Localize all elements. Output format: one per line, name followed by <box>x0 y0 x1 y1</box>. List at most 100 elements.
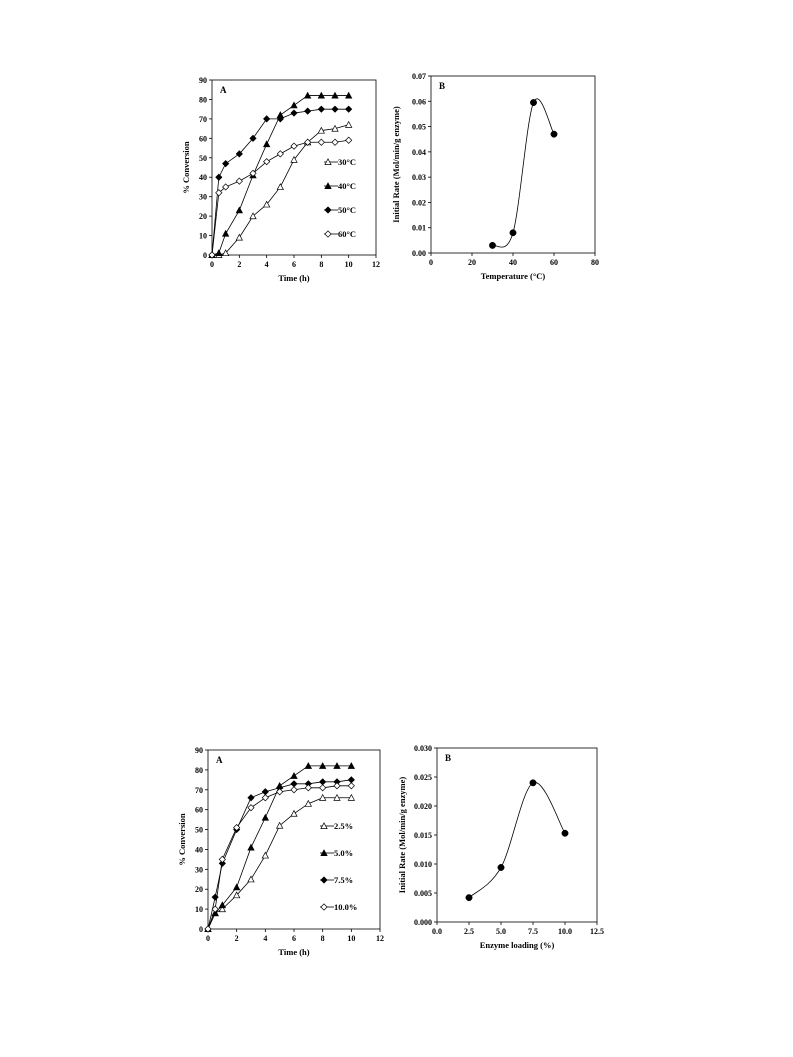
y-tick-label: 30 <box>195 865 203 874</box>
data-point <box>333 782 341 790</box>
data-point <box>497 864 505 871</box>
y-tick-label: 0.015 <box>414 831 432 840</box>
series-s0 <box>465 779 569 902</box>
data-point <box>204 925 212 933</box>
series-40°C <box>208 91 353 258</box>
series-curve <box>492 98 555 248</box>
data-point <box>247 794 255 802</box>
data-point <box>211 905 219 913</box>
data-point <box>331 91 339 99</box>
series-line <box>211 95 349 256</box>
y-tick-label: 20 <box>195 885 203 894</box>
data-point <box>303 91 312 99</box>
data-point <box>290 109 298 117</box>
legend-label: 7.5% <box>334 875 353 885</box>
legend-entry: 60°C <box>324 229 356 239</box>
data-point <box>317 91 326 99</box>
x-tick-label: 4 <box>265 260 269 269</box>
data-point <box>290 142 298 150</box>
y-tick-label: 60 <box>195 806 203 815</box>
y-tick-label: 0.05 <box>412 123 426 132</box>
plot-frame <box>430 75 596 254</box>
x-tick-label: 0 <box>210 260 214 269</box>
data-point <box>262 200 271 208</box>
series-7.5% <box>204 776 355 933</box>
legend-label: 60°C <box>338 229 356 239</box>
y-tick-label: 60 <box>199 134 207 143</box>
chart-fig1B: 0 20 40 60 80 0.00 0.01 0.02 0.03 0.04 0.05 0.06 0.0… <box>391 72 599 281</box>
x-tick-label: 6 <box>292 934 296 943</box>
y-tick-label: 70 <box>199 115 207 124</box>
data-point <box>221 229 230 237</box>
data-point <box>344 91 353 99</box>
y-tick-label: 0 <box>199 925 203 934</box>
data-point <box>249 212 257 220</box>
legend-label: 50°C <box>338 205 356 215</box>
data-point <box>247 875 255 883</box>
x-tick-label: 40 <box>509 258 517 267</box>
legend-label: 2.5% <box>334 821 353 831</box>
data-point <box>261 794 269 802</box>
y-axis-label: % Conversion <box>181 141 191 193</box>
x-tick-label: 2.5 <box>464 927 474 936</box>
series-curve <box>468 782 566 898</box>
data-point <box>319 784 327 792</box>
data-point <box>304 799 313 807</box>
data-point <box>247 843 255 851</box>
y-tick-label: 0.01 <box>412 224 426 233</box>
panel-label: A <box>216 755 223 765</box>
x-tick-label: 7.5 <box>528 927 538 936</box>
plot-frame <box>436 747 598 923</box>
x-axis-label: Time (h) <box>278 273 309 283</box>
data-point <box>222 160 230 168</box>
x-tick-label: 0 <box>206 934 210 943</box>
data-point <box>276 150 284 158</box>
y-tick-label: 50 <box>199 154 207 163</box>
series-30°C <box>208 120 353 258</box>
data-point <box>235 233 244 241</box>
data-point <box>290 101 298 109</box>
x-tick-label: 2 <box>235 934 239 943</box>
y-tick-label: 0.07 <box>412 72 426 81</box>
data-point <box>317 126 326 134</box>
x-tick-label: 8 <box>319 260 323 269</box>
data-point <box>215 249 223 257</box>
y-tick-label: 40 <box>195 845 203 854</box>
y-tick-label: 80 <box>195 766 203 775</box>
legend-entry: 30°C <box>324 157 356 167</box>
legend-marker <box>320 849 328 856</box>
y-axis-label: Initial Rate (Mol/min/g enzyme) <box>397 777 407 894</box>
x-tick-label: 6 <box>292 260 296 269</box>
series-5.0% <box>204 762 356 932</box>
y-tick-label: 0.02 <box>412 198 426 207</box>
x-tick-label: 80 <box>591 258 599 267</box>
data-point <box>222 183 230 191</box>
y-tick-label: 30 <box>199 193 207 202</box>
y-tick-label: 90 <box>195 746 203 755</box>
data-point <box>317 138 325 146</box>
y-tick-label: 20 <box>199 212 207 221</box>
data-point <box>235 206 244 214</box>
data-point <box>318 762 327 769</box>
y-axis-label: % Conversion <box>177 813 187 865</box>
data-point <box>465 894 473 902</box>
x-tick-label: 10 <box>347 934 355 943</box>
series-s0 <box>489 98 558 249</box>
panel-label: B <box>445 753 451 763</box>
data-point <box>276 115 284 123</box>
legend-entry: 7.5% <box>320 875 353 885</box>
data-point <box>318 793 327 801</box>
panel-label: B <box>439 81 445 91</box>
data-point <box>561 829 569 837</box>
legend-label: 40°C <box>338 181 356 191</box>
y-tick-label: 0.03 <box>412 173 426 182</box>
x-tick-label: 12 <box>372 260 380 269</box>
data-point <box>529 779 537 787</box>
data-point <box>233 823 241 832</box>
legend-entry: 5.0% <box>320 848 353 858</box>
data-point <box>218 905 227 913</box>
data-point <box>261 788 269 796</box>
data-point <box>232 883 241 891</box>
x-tick-label: 10 <box>345 260 353 269</box>
